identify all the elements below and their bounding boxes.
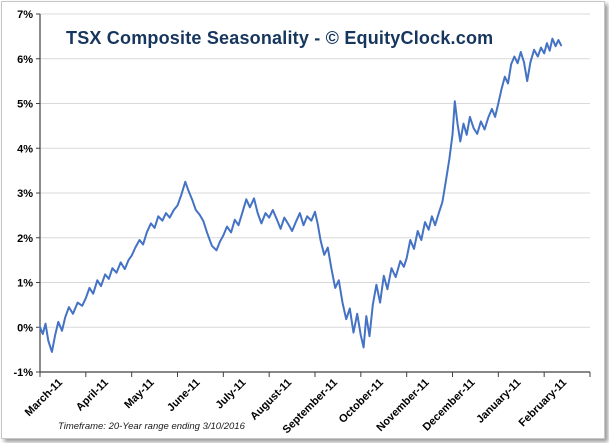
x-tick-label: April-11 bbox=[74, 377, 111, 414]
x-tick-label: February-11 bbox=[517, 377, 570, 430]
chart-title: TSX Composite Seasonality - © EquityCloc… bbox=[66, 28, 494, 48]
x-tick-label: May-11 bbox=[122, 377, 156, 411]
y-tick-label: 0% bbox=[17, 322, 33, 334]
x-tick-label: July-11 bbox=[214, 377, 249, 412]
y-tick-label: 4% bbox=[17, 143, 33, 155]
x-tick-label: March-11 bbox=[23, 377, 65, 419]
timeframe-note: Timeframe: 20-Year range ending 3/10/201… bbox=[58, 421, 245, 432]
y-tick-label: -1% bbox=[13, 367, 33, 379]
y-tick-label: 6% bbox=[17, 54, 33, 66]
y-tick-label: 2% bbox=[17, 233, 33, 245]
y-tick-label: 7% bbox=[17, 9, 33, 21]
y-tick-label: 5% bbox=[17, 99, 33, 111]
y-tick-label: 3% bbox=[17, 188, 33, 200]
x-tick-label: August-11 bbox=[248, 377, 294, 423]
x-tick-label: October-11 bbox=[337, 377, 386, 426]
x-tick-label: June-11 bbox=[165, 377, 202, 414]
seasonality-line-chart: -1% 0% 1% 2% 3% 4% 5% 6% 7% March-11 April-11 May-1… bbox=[13, 9, 591, 436]
series-line bbox=[39, 37, 563, 353]
x-tick-label: January-11 bbox=[474, 377, 523, 426]
y-tick-label: 1% bbox=[17, 278, 33, 290]
